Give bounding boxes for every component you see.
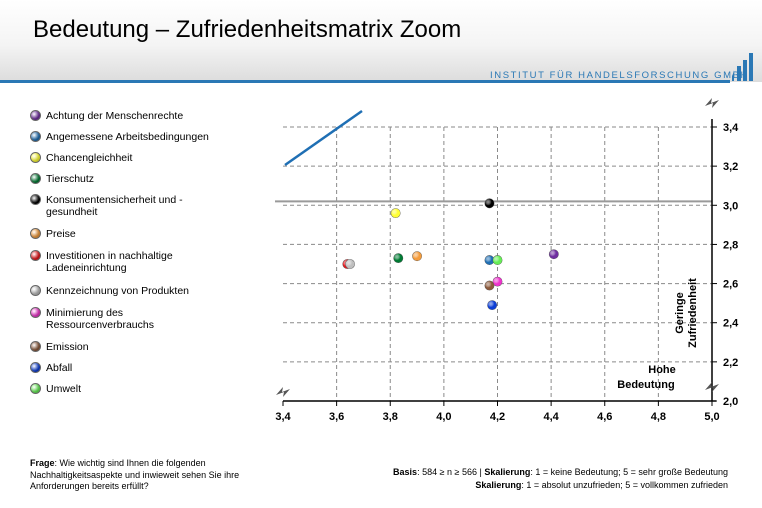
skalierung-label-1: Skalierung bbox=[484, 467, 531, 477]
legend-label: Investitionen in nachhaltige Ladeneinric… bbox=[46, 250, 173, 274]
x-axis-label: Bedeutung bbox=[617, 379, 674, 391]
x-axis-break-left-icon bbox=[276, 387, 290, 397]
legend-item: Achtung der Menschenrechte bbox=[30, 110, 226, 122]
legend-item: Emission bbox=[30, 341, 226, 353]
data-point-shine bbox=[493, 277, 502, 287]
y-tick-label: 2,0 bbox=[723, 396, 738, 408]
legend-label: Emission bbox=[46, 341, 89, 353]
question-footnote: Frage: Wie wichtig sind Ihnen die folgen… bbox=[30, 458, 300, 493]
logo-icon bbox=[732, 53, 753, 81]
x-tick-label: 4,8 bbox=[651, 411, 666, 423]
frage-text: : Wie wichtig sind Ihnen die folgenden N… bbox=[30, 458, 240, 491]
y-tick-label: 2,4 bbox=[723, 318, 739, 330]
legend-item: Chancengleichheit bbox=[30, 152, 226, 164]
legend-item: Kennzeichnung von Produkten bbox=[30, 285, 226, 297]
y-tick-label: 3,2 bbox=[723, 161, 738, 173]
legend-item: Umwelt bbox=[30, 383, 226, 395]
x-tick-label: 3,8 bbox=[383, 411, 398, 423]
legend-label: Angemessene Arbeitsbedingungen bbox=[46, 131, 209, 143]
skalierung-text-2: : 1 = absolut unzufrieden; 5 = vollkomme… bbox=[521, 479, 728, 490]
y-tick-label: 2,8 bbox=[723, 239, 738, 251]
basis-line-2: Skalierung: 1 = absolut unzufrieden; 5 =… bbox=[300, 479, 728, 492]
data-point-shine bbox=[549, 249, 559, 259]
data-point-shine bbox=[484, 198, 494, 208]
legend-item: Tierschutz bbox=[30, 173, 226, 185]
y-axis-label: Geringe bbox=[674, 292, 686, 334]
data-point-shine bbox=[393, 253, 403, 263]
page-title: Bedeutung – Zufriedenheitsmatrix Zoom bbox=[33, 16, 462, 43]
data-point-shine bbox=[484, 281, 494, 291]
legend-marker bbox=[30, 250, 41, 261]
data-point-shine bbox=[391, 208, 401, 218]
legend-item: Minimierung des Ressourcenverbrauchs bbox=[30, 307, 226, 331]
y-axis-label: Zufriedenheit bbox=[687, 278, 699, 348]
legend-marker bbox=[30, 285, 41, 296]
legend-label: Konsumentensicherheit und - gesundheit bbox=[46, 194, 183, 218]
y-tick-label: 3,0 bbox=[723, 200, 738, 212]
data-point-shine bbox=[487, 300, 497, 310]
basis-label: Basis bbox=[393, 467, 418, 477]
y-tick-label: 2,6 bbox=[723, 279, 738, 291]
legend-item: Konsumentensicherheit und - gesundheit bbox=[30, 194, 226, 218]
legend-label: Umwelt bbox=[46, 383, 82, 395]
y-tick-label: 3,4 bbox=[723, 122, 739, 134]
data-point-shine bbox=[493, 255, 502, 265]
x-tick-label: 4,0 bbox=[436, 411, 451, 423]
frage-label: Frage bbox=[30, 458, 55, 468]
legend-marker bbox=[30, 194, 41, 205]
y-tick-label: 2,2 bbox=[723, 357, 738, 369]
basis-line-1: Basis: 584 ≥ n ≥ 566 | Skalierung: 1 = k… bbox=[300, 466, 728, 479]
basis-text: : 584 ≥ n ≥ 566 | bbox=[417, 467, 485, 477]
data-point-shine bbox=[345, 259, 355, 269]
legend-item: Investitionen in nachhaltige Ladeneinric… bbox=[30, 250, 226, 274]
legend-label: Abfall bbox=[46, 362, 73, 374]
legend-item: Angemessene Arbeitsbedingungen bbox=[30, 131, 226, 143]
basis-footnote: Basis: 584 ≥ n ≥ 566 | Skalierung: 1 = k… bbox=[300, 466, 728, 491]
legend-marker bbox=[30, 110, 41, 121]
header-band bbox=[0, 0, 762, 82]
legend-marker bbox=[30, 228, 41, 239]
legend-marker bbox=[30, 307, 41, 318]
x-tick-label: 3,6 bbox=[329, 411, 344, 423]
legend-marker bbox=[30, 173, 41, 184]
legend-marker bbox=[30, 341, 41, 352]
x-tick-label: 3,4 bbox=[275, 411, 291, 423]
legend-item: Preise bbox=[30, 228, 226, 240]
header-rule bbox=[0, 80, 730, 83]
trend-arrow-line bbox=[284, 109, 363, 167]
legend-marker bbox=[30, 152, 41, 163]
legend-marker bbox=[30, 383, 41, 394]
legend-item: Abfall bbox=[30, 362, 226, 374]
legend-label: Tierschutz bbox=[46, 173, 95, 185]
x-tick-label: 4,4 bbox=[543, 411, 559, 423]
legend-label: Chancengleichheit bbox=[46, 152, 133, 164]
legend-marker bbox=[30, 131, 41, 142]
skalierung-label-2: Skalierung bbox=[475, 479, 522, 490]
data-point-shine bbox=[484, 255, 494, 265]
x-axis-label: Hohe bbox=[648, 364, 676, 376]
institute-name: INSTITUT FÜR HANDELSFORSCHUNG GMBH bbox=[490, 70, 750, 81]
legend-marker bbox=[30, 362, 41, 373]
x-tick-label: 4,2 bbox=[490, 411, 505, 423]
y-axis-break-bottom-icon bbox=[705, 382, 719, 392]
x-tick-label: 5,0 bbox=[704, 411, 719, 423]
legend-label: Minimierung des Ressourcenverbrauchs bbox=[46, 307, 154, 331]
legend-label: Preise bbox=[46, 228, 76, 240]
y-axis-break-top-icon bbox=[705, 98, 719, 108]
skalierung-text-1: : 1 = keine Bedeutung; 5 = sehr große Be… bbox=[530, 467, 728, 477]
data-point-shine bbox=[412, 251, 422, 261]
legend-label: Kennzeichnung von Produkten bbox=[46, 285, 190, 297]
legend-label: Achtung der Menschenrechte bbox=[46, 110, 184, 122]
x-tick-label: 4,6 bbox=[597, 411, 612, 423]
